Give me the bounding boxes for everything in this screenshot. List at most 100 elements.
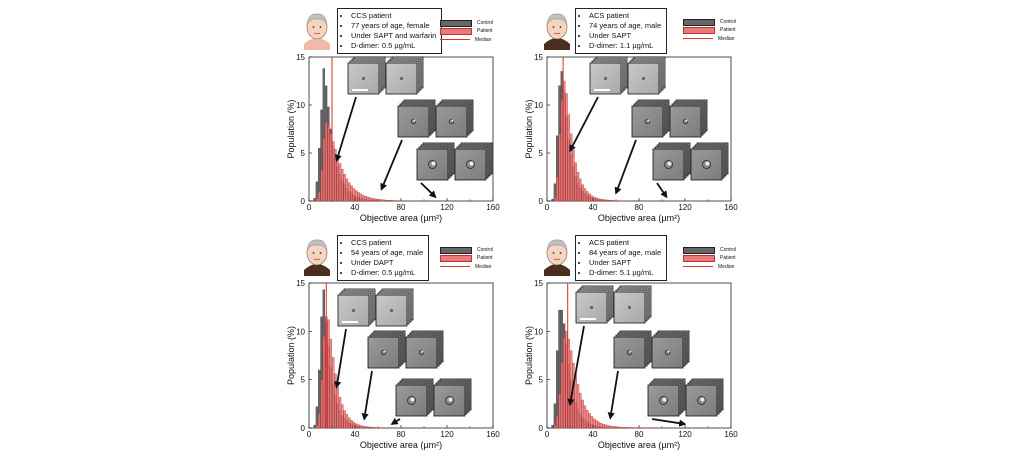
cell-image-stack bbox=[589, 56, 666, 95]
patient-bar bbox=[387, 200, 390, 202]
legend-swatch-median bbox=[683, 266, 713, 268]
legend-item-control: Control bbox=[683, 18, 736, 26]
y-tick-label: 0 bbox=[539, 197, 544, 206]
patient-bar bbox=[361, 195, 365, 202]
patient-bar bbox=[558, 133, 561, 202]
patient-bar bbox=[336, 156, 339, 202]
patient-bar bbox=[391, 200, 395, 202]
patient-bar bbox=[373, 198, 376, 202]
patient-bar bbox=[558, 394, 561, 429]
legend-label-patient: Patient bbox=[720, 27, 736, 34]
patient-bar bbox=[343, 173, 346, 202]
cell-dot bbox=[407, 396, 416, 405]
y-tick-label: 15 bbox=[296, 279, 305, 288]
y-axis-label: Population (%) bbox=[286, 99, 296, 158]
y-tick-label: 0 bbox=[301, 424, 306, 433]
patient-bar bbox=[586, 409, 589, 429]
legend-swatch-median bbox=[683, 38, 713, 40]
legend-item-control: Control bbox=[683, 246, 736, 254]
y-tick-label: 5 bbox=[539, 376, 544, 385]
cell-image-stack bbox=[337, 288, 414, 327]
cell-image-stack bbox=[397, 99, 474, 138]
patient-bar bbox=[357, 192, 360, 202]
patient-bar bbox=[599, 198, 603, 202]
patient-bar bbox=[609, 200, 612, 202]
patient-bar bbox=[327, 319, 330, 429]
x-tick-label: 80 bbox=[635, 430, 644, 439]
cell-dot bbox=[448, 118, 455, 125]
cell-dot bbox=[697, 396, 706, 405]
x-axis-label: Objective area (µm²) bbox=[360, 213, 442, 223]
cell-dot bbox=[628, 306, 631, 309]
cell-dot bbox=[626, 349, 633, 356]
y-tick-label: 10 bbox=[534, 327, 543, 336]
patient-bar bbox=[581, 184, 584, 202]
patient-info-line: CCS patient bbox=[351, 11, 436, 21]
y-axis-label: Population (%) bbox=[524, 99, 534, 158]
patient-bar bbox=[622, 427, 626, 429]
legend-item-median: Median bbox=[683, 263, 736, 271]
x-tick-label: 120 bbox=[678, 430, 692, 439]
patient-bar bbox=[579, 178, 582, 202]
legend-swatch-control bbox=[683, 18, 715, 26]
cell-image-stack bbox=[613, 330, 690, 369]
patient-bar bbox=[338, 163, 342, 202]
legend-swatch-patient bbox=[683, 27, 715, 35]
patient-bar bbox=[553, 424, 557, 429]
patient-bar bbox=[366, 426, 369, 429]
cell-image-stack bbox=[347, 56, 424, 95]
patient-bar bbox=[627, 427, 630, 429]
x-tick-label: 80 bbox=[635, 203, 644, 212]
patient-info-line: 74 years of age, male bbox=[589, 21, 661, 31]
patient-bar bbox=[322, 336, 326, 429]
patient-bar bbox=[357, 424, 360, 429]
man-icon bbox=[304, 239, 330, 276]
patient-info-box: CCS patient77 years of age, femaleUnder … bbox=[337, 8, 443, 54]
x-tick-label: 40 bbox=[351, 203, 360, 212]
legend-swatch-control bbox=[683, 246, 715, 254]
patient-bar bbox=[556, 176, 559, 202]
control-bar bbox=[551, 424, 554, 429]
control-bar bbox=[315, 406, 319, 429]
patient-bar bbox=[320, 170, 323, 202]
pointer-arrow bbox=[334, 96, 357, 162]
chart-panel-bottom-right: 0 40 80 120 160 0 5 10 15 Objective area (µm²) Pop… bbox=[524, 239, 738, 450]
x-tick-label: 40 bbox=[589, 430, 598, 439]
patient-info-line: CCS patient bbox=[351, 238, 423, 248]
patient-bar bbox=[609, 425, 612, 429]
pointer-arrow bbox=[656, 182, 668, 199]
x-tick-label: 80 bbox=[397, 203, 406, 212]
legend-label-median: Median bbox=[475, 36, 492, 43]
patient-bar bbox=[574, 374, 577, 429]
cell-dot bbox=[352, 309, 355, 312]
patient-bar bbox=[625, 427, 628, 429]
patient-info-line: Under SAPT bbox=[589, 258, 661, 268]
legend: Control Patient Median bbox=[440, 19, 493, 44]
x-axis-label: Objective area (µm²) bbox=[598, 213, 680, 223]
pointer-arrow bbox=[333, 328, 347, 389]
x-axis-label: Objective area (µm²) bbox=[360, 440, 442, 450]
patient-bar bbox=[556, 416, 559, 429]
patient-bar bbox=[366, 196, 369, 202]
legend-swatch-patient bbox=[440, 28, 472, 36]
patient-bar bbox=[368, 197, 372, 202]
patient-bar bbox=[361, 425, 365, 429]
patient-info-line: Under SAPT and warfarin bbox=[351, 31, 436, 41]
chart-panel-top-right: 0 40 80 120 160 0 5 10 15 Objective area (µm²) Pop… bbox=[524, 13, 738, 223]
patient-bar bbox=[586, 191, 589, 202]
patient-info-box: ACS patient84 years of age, maleUnder SA… bbox=[575, 235, 668, 281]
legend-item-patient: Patient bbox=[683, 254, 736, 263]
patient-bar bbox=[315, 197, 319, 202]
patient-info-line: Under SAPT bbox=[589, 31, 661, 41]
chart-panel-bottom-left: 0 40 80 120 160 0 5 10 15 Objective area (µm²) Pop… bbox=[286, 239, 500, 450]
cell-image-stack bbox=[631, 99, 708, 138]
cell-dot bbox=[604, 77, 607, 80]
patient-bar bbox=[604, 424, 607, 429]
patient-bar bbox=[597, 198, 600, 202]
y-tick-label: 0 bbox=[301, 197, 306, 206]
cell-dot bbox=[410, 118, 417, 125]
patient-bar bbox=[560, 362, 564, 429]
legend-swatch-control bbox=[440, 19, 472, 27]
legend-item-median: Median bbox=[440, 263, 493, 271]
